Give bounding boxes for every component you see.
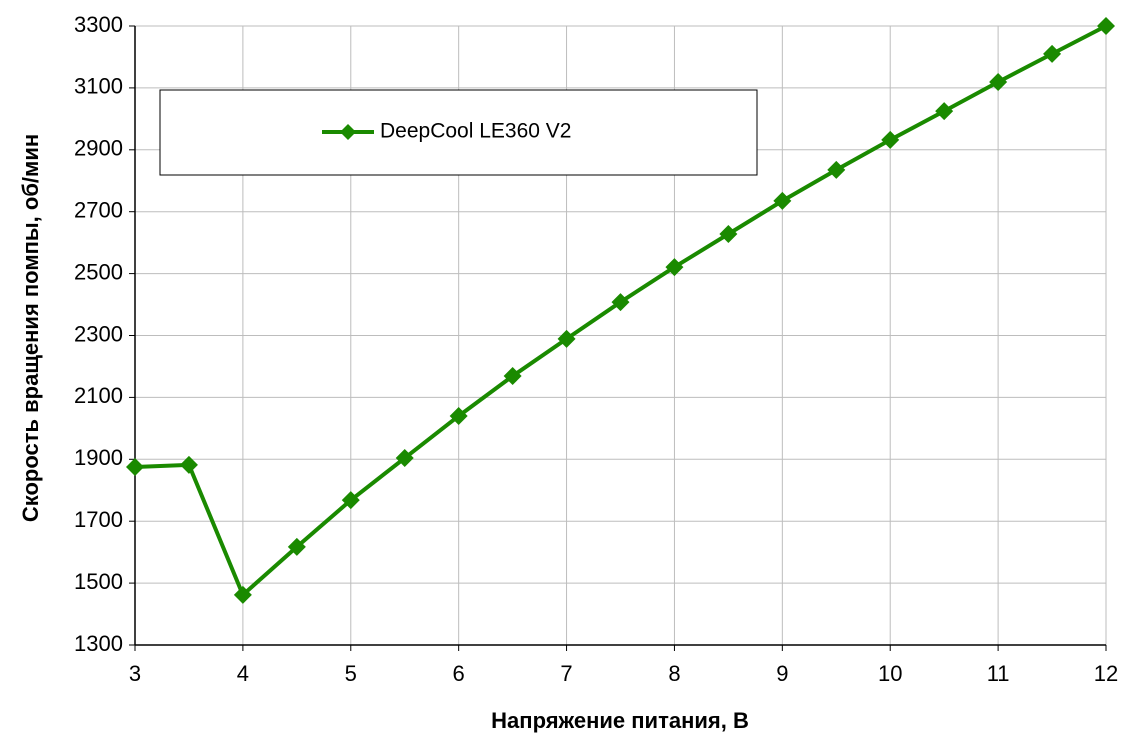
marker	[773, 191, 792, 210]
marker	[503, 367, 522, 386]
marker	[287, 537, 306, 556]
y-tick-label: 1300	[74, 631, 123, 656]
marker	[881, 130, 900, 149]
x-tick-label: 9	[776, 661, 788, 686]
y-tick-label: 2300	[74, 321, 123, 346]
x-tick-label: 7	[560, 661, 572, 686]
marker	[1097, 17, 1115, 35]
y-tick-label: 3300	[74, 12, 123, 37]
x-tick-label: 12	[1094, 661, 1118, 686]
marker	[179, 455, 198, 474]
marker	[611, 293, 630, 312]
legend-label: DeepCool LE360 V2	[380, 120, 571, 143]
y-tick-label: 1900	[74, 445, 123, 470]
x-tick-label: 3	[129, 661, 141, 686]
y-tick-label: 3100	[74, 74, 123, 99]
marker	[341, 491, 360, 510]
marker	[1043, 44, 1062, 63]
x-tick-label: 6	[453, 661, 465, 686]
legend-box	[159, 89, 758, 176]
x-tick-label: 10	[878, 661, 902, 686]
marker	[665, 258, 684, 277]
y-tick-label: 1700	[74, 507, 123, 532]
x-tick-label: 8	[668, 661, 680, 686]
marker	[557, 329, 576, 348]
x-tick-label: 11	[987, 661, 1010, 686]
x-tick-label: 5	[345, 661, 357, 686]
marker	[989, 73, 1008, 92]
marker	[395, 449, 414, 468]
marker	[233, 585, 252, 604]
x-axis-title: Напряжение питания, В	[491, 708, 749, 733]
marker	[449, 406, 468, 425]
marker	[719, 224, 738, 243]
y-tick-label: 2500	[74, 259, 123, 284]
x-tick-label: 4	[237, 661, 249, 686]
y-tick-label: 2900	[74, 136, 123, 161]
marker	[827, 160, 846, 179]
y-axis-title: Скорость вращения помпы, об/мин	[18, 134, 43, 522]
marker	[935, 102, 954, 121]
y-tick-label: 1500	[74, 569, 123, 594]
marker	[126, 458, 144, 477]
legend-marker	[340, 124, 356, 140]
y-tick-label: 2700	[74, 198, 123, 223]
y-tick-label: 2100	[74, 383, 123, 408]
